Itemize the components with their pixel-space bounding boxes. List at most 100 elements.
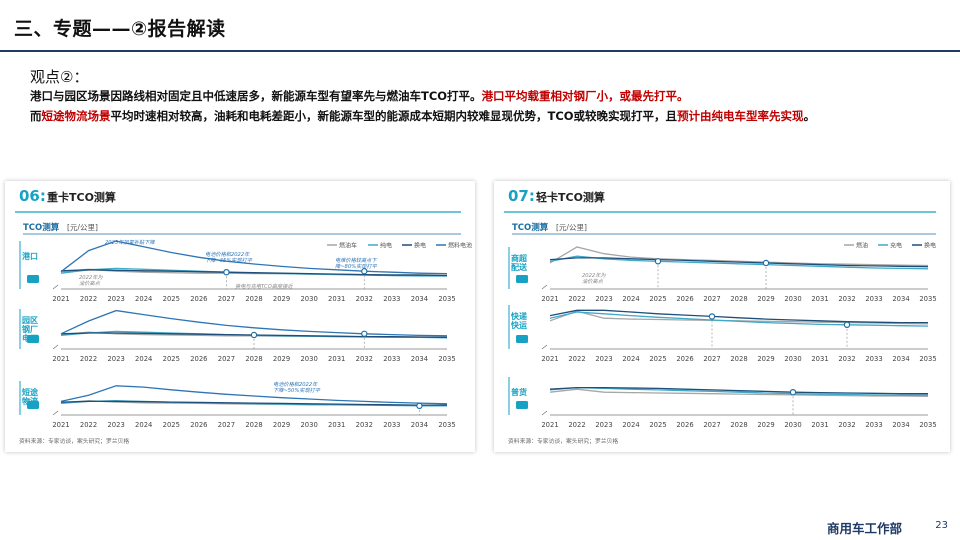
x-tick-label: 2034 [892, 295, 909, 303]
page-number: 23 [935, 520, 948, 531]
x-tick-label: 2022 [80, 421, 97, 429]
series-line [549, 386, 928, 395]
line2-highlight-1: 短途物流场景 [41, 109, 111, 123]
x-tick-label: 2035 [919, 421, 936, 429]
x-tick-label: 2026 [190, 355, 207, 363]
chart-number: 07: [508, 187, 535, 205]
x-tick-label: 2024 [135, 355, 152, 363]
chart-annotation: 2022年为油价高点 [582, 272, 606, 285]
x-tick-label: 2025 [649, 421, 666, 429]
axis-break [541, 284, 548, 290]
x-tick-label: 2021 [541, 421, 558, 429]
axis-unit: [元/公里] [556, 223, 587, 232]
x-tick-label: 2030 [300, 421, 317, 429]
x-tick-label: 2028 [245, 295, 262, 303]
x-tick-label: 2027 [218, 355, 235, 363]
x-tick-label: 2027 [218, 421, 235, 429]
x-tick-label: 2026 [190, 421, 207, 429]
line2-highlight-2: 预计由纯电车型率先实现 [677, 109, 804, 123]
x-tick-label: 2028 [245, 421, 262, 429]
x-tick-label: 2029 [273, 355, 290, 363]
x-tick-label: 2030 [300, 295, 317, 303]
crossover-marker [250, 331, 258, 339]
legend-label: 充电 [890, 242, 902, 250]
page-title: 三、专题——②报告解读 [14, 18, 226, 40]
x-tick-label: 2023 [595, 421, 612, 429]
x-tick-label: 2024 [622, 421, 639, 429]
vehicle-icon [27, 275, 39, 283]
light-truck-tco-chart: 07: 轻卡TCO测算 TCO测算 [元/公里] 燃油 充电 换电 商超配送 2022年为油价高… [494, 181, 950, 452]
x-tick-label: 2033 [865, 421, 882, 429]
vehicle-icon [516, 401, 528, 409]
x-tick-label: 2022 [80, 355, 97, 363]
x-tick-label: 2035 [919, 295, 936, 303]
axis-break [52, 284, 59, 290]
series-line [60, 400, 447, 406]
axis-break [52, 410, 59, 416]
series-line [60, 309, 448, 337]
legend-label: 换电 [414, 242, 426, 250]
x-tick-label: 2030 [784, 421, 801, 429]
x-tick-label: 2032 [356, 421, 373, 429]
x-tick-label: 2033 [865, 355, 882, 363]
chart-source: 资料来源：专家访谈，案头研究；罗兰贝格 [508, 437, 618, 445]
x-tick-label: 2029 [757, 295, 774, 303]
x-tick-label: 2022 [80, 295, 97, 303]
x-tick-label: 2032 [356, 355, 373, 363]
line2-prefix: 而 [30, 109, 42, 123]
vehicle-icon [27, 335, 39, 343]
x-tick-label: 2022 [568, 421, 585, 429]
axis-title: TCO测算 [23, 222, 60, 233]
x-tick-label: 2029 [757, 355, 774, 363]
x-tick-label: 2033 [383, 355, 400, 363]
x-tick-label: 2027 [703, 295, 720, 303]
x-tick-label: 2034 [892, 355, 909, 363]
axis-title: TCO测算 [512, 222, 549, 233]
x-tick-label: 2032 [838, 355, 855, 363]
row-label: 港口 [22, 251, 38, 261]
x-tick-label: 2026 [676, 295, 693, 303]
x-tick-label: 2031 [811, 421, 828, 429]
crossover-marker [361, 268, 368, 275]
vehicle-icon [516, 335, 528, 343]
x-tick-label: 2025 [649, 355, 666, 363]
x-tick-label: 2030 [784, 355, 801, 363]
x-tick-label: 2021 [52, 421, 69, 429]
legend-label: 燃料电池 [448, 242, 472, 250]
series-line [549, 386, 928, 396]
chart-number: 06: [19, 187, 46, 205]
x-tick-label: 2023 [107, 355, 124, 363]
x-tick-label: 2029 [273, 421, 290, 429]
chart-annotation: 电池价格和2022年下降~50%实现打平 [273, 381, 321, 394]
x-tick-label: 2025 [163, 295, 180, 303]
vehicle-icon [27, 401, 39, 409]
x-tick-label: 2025 [649, 295, 666, 303]
axis-break [541, 344, 548, 350]
x-tick-label: 2027 [218, 295, 235, 303]
series-line [549, 255, 929, 270]
x-tick-label: 2023 [595, 355, 612, 363]
axis-break [52, 344, 59, 350]
x-tick-label: 2028 [730, 295, 747, 303]
x-tick-label: 2024 [135, 421, 152, 429]
chart-annotation: 电堆价格较高点下降~80%实现打平 [335, 257, 378, 270]
line2-suffix: 。 [803, 109, 816, 123]
x-tick-label: 2027 [703, 355, 720, 363]
x-tick-label: 2021 [52, 355, 69, 363]
x-tick-label: 2022 [568, 355, 585, 363]
x-tick-label: 2024 [622, 295, 639, 303]
x-tick-label: 2021 [541, 355, 558, 363]
x-tick-label: 2023 [595, 295, 612, 303]
x-tick-label: 2031 [328, 295, 345, 303]
x-tick-label: 2030 [300, 355, 317, 363]
viewpoint-line-1: 港口与园区场景因路线相对固定且中低速居多，新能源车型有望率先与燃油车TCO打平。… [30, 88, 689, 104]
x-tick-label: 2023 [107, 295, 124, 303]
x-tick-label: 2033 [383, 421, 400, 429]
x-tick-label: 2024 [135, 295, 152, 303]
crossover-marker [223, 268, 230, 276]
line1-highlight: 港口平均载重相对钢厂小，或最先打平。 [481, 89, 689, 103]
crossover-marker [789, 388, 797, 396]
x-tick-label: 2027 [703, 421, 720, 429]
series-line [60, 240, 448, 275]
